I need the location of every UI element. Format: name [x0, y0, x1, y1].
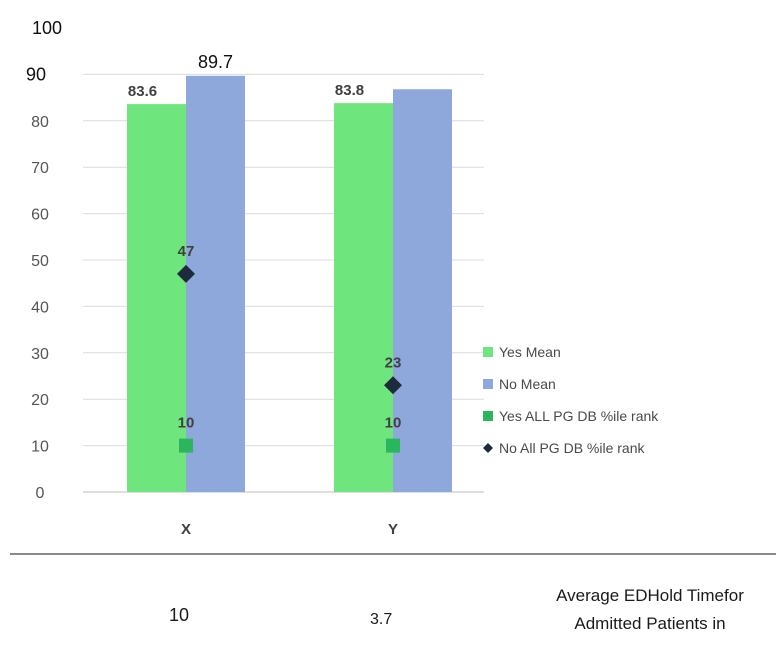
bar: [127, 104, 186, 492]
y-tick-label: 80: [31, 114, 49, 131]
marker-value-label: 10: [178, 415, 195, 432]
legend-diamond-swatch: [483, 443, 493, 453]
marker-value-label: 47: [178, 243, 195, 260]
caption-line-2: Admitted Patients in: [574, 614, 726, 633]
legend-swatch: [483, 347, 493, 357]
y-tick-label: 90: [26, 64, 46, 84]
y-axis: 0 10 20 30 40 50 60 70 80 90 100: [26, 18, 62, 502]
y-tick-label: 60: [31, 207, 49, 224]
bar-value-label: 83.8: [335, 82, 364, 99]
legend-label: No Mean: [499, 376, 556, 392]
y-tick-label: 30: [31, 346, 49, 363]
square-marker: [386, 438, 400, 453]
marker-value-label: 10: [385, 415, 402, 432]
y-tick-label: 70: [31, 160, 49, 177]
bars: [127, 75, 452, 493]
y-tick-label: 100: [32, 18, 62, 38]
footer-value-y: 3.7: [370, 611, 393, 628]
bar: [186, 75, 245, 493]
legend: Yes Mean No Mean Yes ALL PG DB %ile rank No…: [483, 344, 659, 456]
bar-value-label: 83.6: [128, 83, 157, 100]
data-labels: 83.6 89.7 83.8 10 10 47 23: [128, 52, 401, 432]
bar-value-label: 89.7: [198, 52, 233, 72]
bar: [334, 103, 393, 492]
y-tick-label: 10: [31, 439, 49, 456]
bar: [393, 89, 452, 493]
markers: [177, 264, 402, 453]
diamond-marker: [177, 264, 195, 283]
marker-value-label: 23: [385, 354, 402, 371]
legend-swatch: [483, 379, 493, 389]
footer-value-x: 10: [169, 605, 190, 625]
legend-label: Yes Mean: [499, 344, 561, 360]
footer-caption: Average EDHold Timefor Admitted Patients…: [524, 582, 776, 638]
y-tick-label: 50: [31, 253, 49, 270]
legend-swatch: [483, 411, 493, 421]
separator-line: [10, 553, 776, 555]
diamond-marker: [384, 376, 402, 395]
legend-label: No All PG DB %ile rank: [499, 440, 645, 456]
y-tick-label: 40: [31, 299, 49, 316]
square-marker: [179, 438, 193, 453]
y-tick-label: 0: [36, 485, 45, 502]
x-category-label: X: [181, 521, 191, 538]
y-tick-label: 20: [31, 392, 49, 409]
caption-line-1: Average EDHold Timefor: [556, 586, 744, 605]
legend-label: Yes ALL PG DB %ile rank: [499, 408, 659, 424]
x-category-label: Y: [388, 521, 398, 538]
